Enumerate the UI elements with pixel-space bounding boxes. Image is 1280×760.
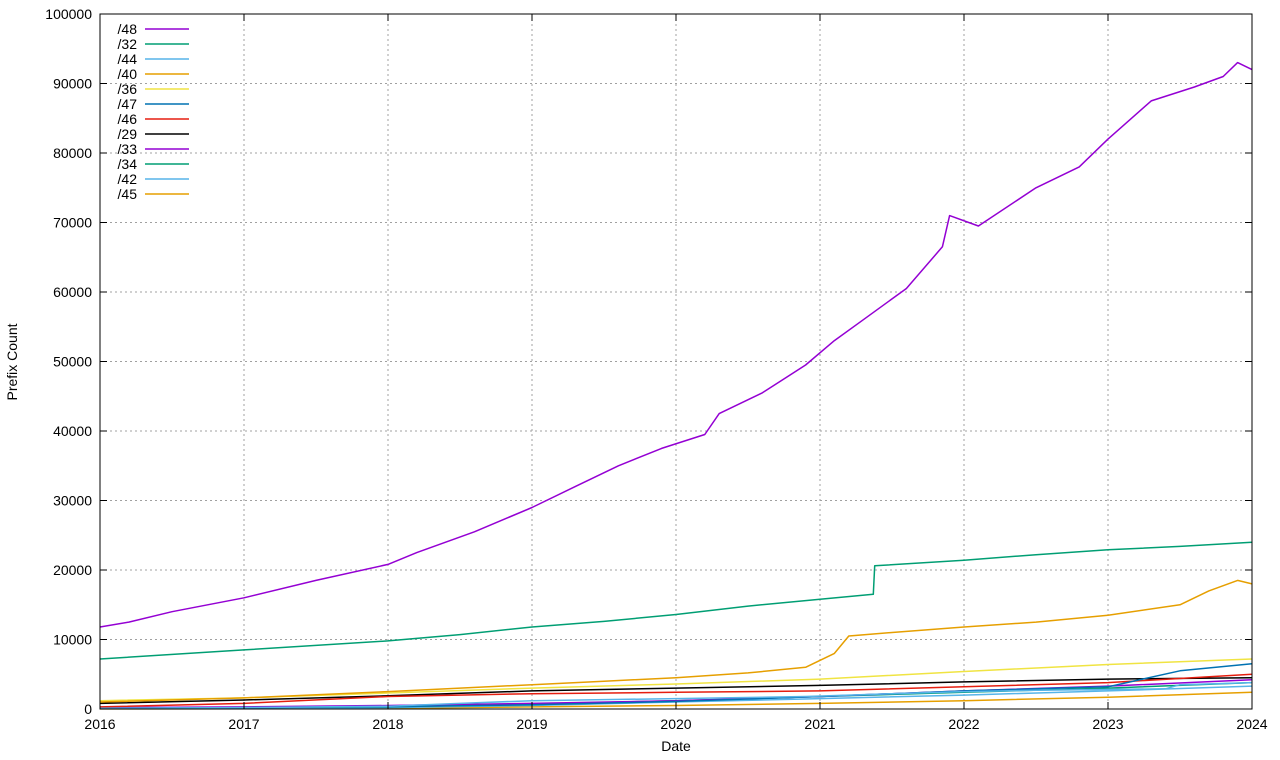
x-tick-label: 2018 [372, 716, 403, 732]
legend: /48/32/44/40/36/47/46/29/33/34/42/45 [118, 21, 189, 202]
series-line-p40 [99, 579, 1253, 703]
y-tick-label: 40000 [53, 423, 92, 439]
y-tick-label: 90000 [53, 76, 92, 92]
series-line-p48 [99, 61, 1253, 628]
y-tick-label: 0 [84, 701, 92, 717]
legend-label: /34 [118, 156, 138, 172]
legend-label: /33 [118, 141, 138, 157]
x-tick-label: 2019 [516, 716, 547, 732]
x-tick-label: 2022 [948, 716, 979, 732]
x-tick-label: 2020 [660, 716, 691, 732]
y-tick-label: 10000 [53, 632, 92, 648]
legend-label: /40 [118, 66, 138, 82]
legend-label: /48 [118, 21, 138, 37]
y-tick-label: 70000 [53, 215, 92, 231]
grid [100, 14, 1252, 709]
x-axis-label: Date [661, 738, 691, 754]
y-tick-label: 50000 [53, 354, 92, 370]
legend-label: /36 [118, 81, 138, 97]
y-axis-label: Prefix Count [4, 323, 20, 400]
x-axis: 2016 2017 2018 2019 2020 2021 2022 2023 2024 [84, 14, 1268, 732]
legend-label: /47 [118, 96, 138, 112]
legend-label: /45 [118, 186, 138, 202]
legend-label: /44 [118, 51, 138, 67]
legend-label: /42 [118, 171, 138, 187]
x-tick-label: 2017 [228, 716, 259, 732]
series-line-p32 [99, 541, 1253, 660]
y-tick-label: 100000 [45, 6, 92, 22]
x-tick-label: 2021 [804, 716, 835, 732]
y-axis: 0 10000 20000 30000 40000 50000 60000 70000 8000… [45, 6, 1252, 717]
y-tick-label: 80000 [53, 145, 92, 161]
legend-label: /32 [118, 36, 138, 52]
series-line-p46 [99, 673, 1253, 708]
y-tick-label: 60000 [53, 284, 92, 300]
x-tick-label: 2024 [1236, 716, 1267, 732]
x-tick-label: 2016 [84, 716, 115, 732]
legend-label: /29 [118, 126, 138, 142]
y-tick-label: 20000 [53, 562, 92, 578]
x-tick-label: 2023 [1092, 716, 1123, 732]
series-line-p44 [99, 681, 1253, 710]
legend-label: /46 [118, 111, 138, 127]
series-line-p29 [99, 676, 1253, 705]
y-tick-label: 30000 [53, 493, 92, 509]
